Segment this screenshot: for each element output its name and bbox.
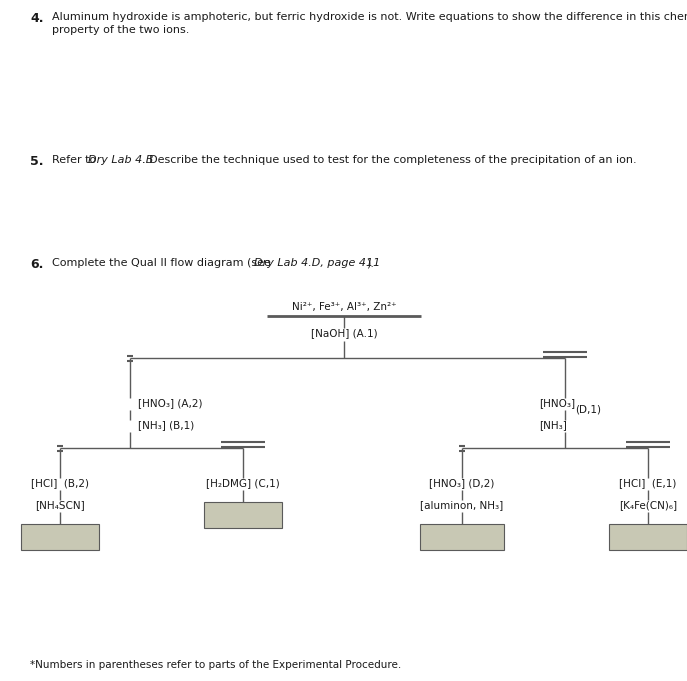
Text: [HCl]  (B,2): [HCl] (B,2) [31, 478, 89, 488]
Text: Complete the Qual II flow diagram (see: Complete the Qual II flow diagram (see [52, 258, 274, 268]
Text: 4.: 4. [30, 12, 43, 25]
Text: Dry Lab 4.D, page 411: Dry Lab 4.D, page 411 [254, 258, 380, 268]
Text: [H₂DMG] (C,1): [H₂DMG] (C,1) [206, 478, 280, 488]
Text: Dry Lab 4.B: Dry Lab 4.B [88, 155, 153, 165]
Bar [420, 524, 504, 550]
Text: [HCl]  (E,1): [HCl] (E,1) [619, 478, 677, 488]
Text: [NH₃] (B,1): [NH₃] (B,1) [138, 420, 194, 430]
Bar [204, 502, 282, 528]
Text: ).: ). [366, 258, 374, 268]
Text: Aluminum hydroxide is amphoteric, but ferric hydroxide is not. Write equations t: Aluminum hydroxide is amphoteric, but fe… [52, 12, 687, 22]
Text: property of the two ions.: property of the two ions. [52, 25, 190, 35]
Bar [21, 524, 99, 550]
Text: [HNO₃] (D,2): [HNO₃] (D,2) [429, 478, 495, 488]
Text: Ni²⁺, Fe³⁺, Al³⁺, Zn²⁺: Ni²⁺, Fe³⁺, Al³⁺, Zn²⁺ [292, 302, 396, 312]
Text: [NaOH] (A.1): [NaOH] (A.1) [311, 328, 377, 338]
Text: (D,1): (D,1) [575, 404, 601, 414]
Text: [HNO₃]: [HNO₃] [539, 398, 575, 408]
Text: Refer to: Refer to [52, 155, 100, 165]
Text: 6.: 6. [30, 258, 43, 271]
Text: 5.: 5. [30, 155, 43, 168]
Text: [K₄Fe(CN)₆]: [K₄Fe(CN)₆] [619, 500, 677, 510]
Text: [NH₄SCN]: [NH₄SCN] [35, 500, 85, 510]
Text: . Describe the technique used to test for the completeness of the precipitation : . Describe the technique used to test fo… [142, 155, 637, 165]
Text: [HNO₃] (A,2): [HNO₃] (A,2) [138, 398, 203, 408]
Bar [609, 524, 687, 550]
Text: [aluminon, NH₃]: [aluminon, NH₃] [420, 500, 504, 510]
Text: *Numbers in parentheses refer to parts of the Experimental Procedure.: *Numbers in parentheses refer to parts o… [30, 660, 401, 670]
Text: [NH₃]: [NH₃] [539, 420, 567, 430]
